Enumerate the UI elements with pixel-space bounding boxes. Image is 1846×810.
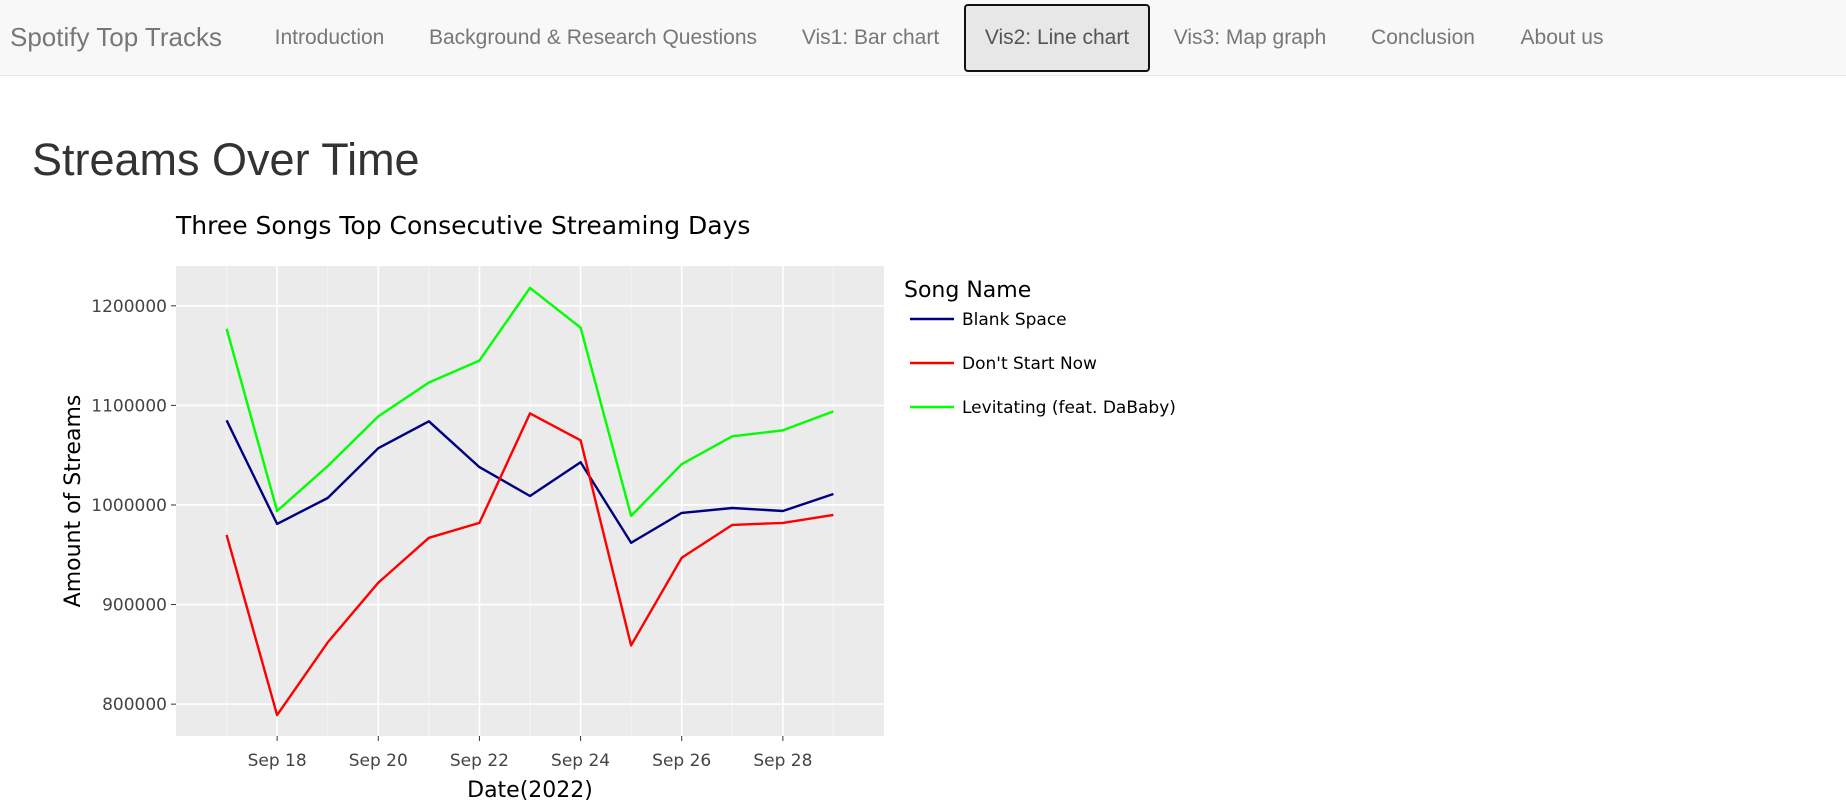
y-tick-label: 800000 xyxy=(102,695,167,715)
page-title: Streams Over Time xyxy=(32,134,420,185)
series-line-2[interactable] xyxy=(225,286,834,518)
legend-entry[interactable]: Blank Space xyxy=(962,310,1067,330)
y-tick-label: 1100000 xyxy=(91,396,167,416)
x-tick-label: Sep 22 xyxy=(450,751,509,771)
x-axis-label: Date(2022) xyxy=(467,778,593,803)
nav-background[interactable]: Background & Research Questions xyxy=(428,26,757,49)
series-line-0[interactable] xyxy=(225,419,834,544)
nav-about-us[interactable]: About us xyxy=(1520,26,1604,49)
x-tick-label: Sep 20 xyxy=(349,751,408,771)
x-tick-label: Sep 28 xyxy=(753,751,812,771)
x-tick-label: Sep 26 xyxy=(652,751,711,771)
nav-vis1-bar-chart[interactable]: Vis1: Bar chart xyxy=(801,26,940,49)
nav-vis3-map-graph[interactable]: Vis3: Map graph xyxy=(1173,26,1327,49)
nav-introduction[interactable]: Introduction xyxy=(274,26,385,49)
brand-title[interactable]: Spotify Top Tracks xyxy=(10,22,222,52)
nav-conclusion[interactable]: Conclusion xyxy=(1371,26,1475,49)
y-axis-label: Amount of Streams xyxy=(61,395,86,608)
chart-title: Three Songs Top Consecutive Streaming Da… xyxy=(175,211,750,240)
legend-entry[interactable]: Levitating (feat. DaBaby) xyxy=(962,398,1176,418)
y-tick-label: 1200000 xyxy=(91,297,167,317)
y-tick-label: 900000 xyxy=(102,596,167,616)
x-tick-label: Sep 24 xyxy=(551,751,610,771)
legend-title: Song Name xyxy=(904,278,1031,303)
series-line-1[interactable] xyxy=(225,412,834,717)
x-tick-label: Sep 18 xyxy=(248,751,307,771)
y-tick-label: 1000000 xyxy=(91,496,167,516)
legend-entry[interactable]: Don't Start Now xyxy=(962,354,1097,374)
top-navbar: Spotify Top Tracks Introduction Backgroun… xyxy=(0,0,1846,76)
nav-vis2-line-chart[interactable]: Vis2: Line chart xyxy=(964,4,1150,72)
